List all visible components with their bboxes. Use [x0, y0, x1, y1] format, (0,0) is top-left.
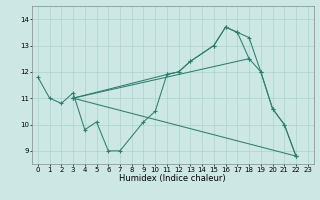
X-axis label: Humidex (Indice chaleur): Humidex (Indice chaleur): [119, 174, 226, 183]
